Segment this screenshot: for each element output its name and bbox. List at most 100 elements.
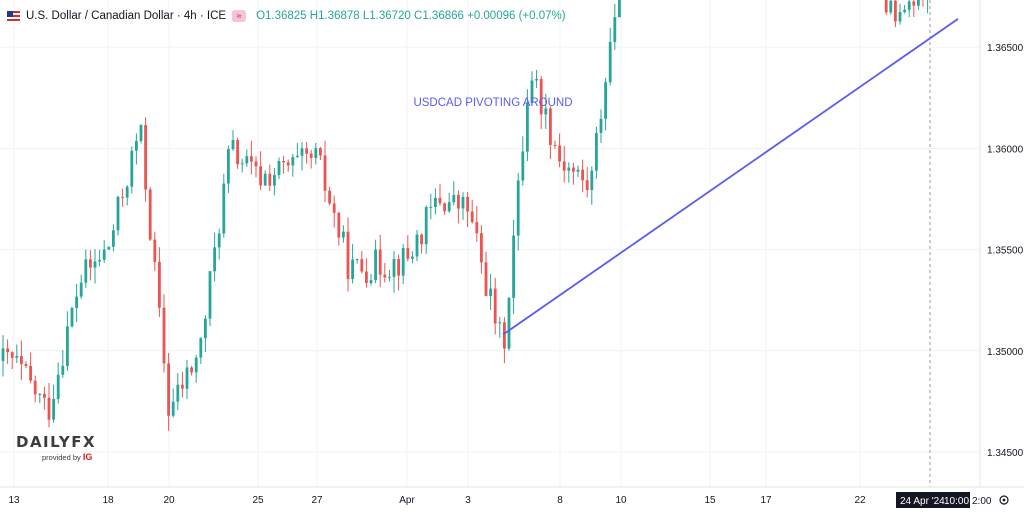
- candle-body: [144, 125, 147, 190]
- candle-body: [227, 149, 230, 184]
- candle: [351, 244, 354, 284]
- candle-body: [484, 262, 488, 297]
- candle-body: [567, 167, 571, 171]
- candle: [98, 249, 101, 267]
- candle: [130, 146, 134, 194]
- candle-body: [148, 189, 152, 240]
- y-tick-label: 1.35500: [987, 246, 1024, 257]
- candle-body: [61, 365, 65, 375]
- candle: [323, 140, 327, 203]
- candle: [107, 246, 111, 251]
- candle-body: [618, 0, 621, 18]
- time-axis: 13 18 20 25 27 Apr 3 8 10 15 17 22 24 Apr '24 10:00 2:…: [0, 486, 1024, 508]
- candle: [181, 371, 184, 398]
- candle: [576, 165, 580, 178]
- candle-body: [47, 397, 51, 420]
- candle: [286, 159, 290, 172]
- candle-body: [29, 366, 32, 381]
- candle: [116, 195, 120, 236]
- candle-body: [360, 259, 364, 272]
- candle: [148, 187, 152, 242]
- candle-body: [378, 249, 382, 275]
- candle-body: [337, 212, 341, 238]
- candle-body: [917, 0, 920, 6]
- trendline-rising-support[interactable]: [502, 18, 959, 336]
- gear-icon[interactable]: [999, 495, 1009, 505]
- candle: [922, 0, 924, 7]
- candle-body: [549, 108, 552, 145]
- candle: [346, 217, 350, 292]
- symbol-title[interactable]: U.S. Dollar / Canadian Dollar · 4h · ICE: [26, 10, 227, 22]
- candle: [236, 137, 239, 169]
- candle-body: [135, 140, 138, 151]
- candle-body: [107, 246, 111, 250]
- candle-body: [332, 203, 336, 213]
- candle: [452, 181, 456, 206]
- candle: [273, 167, 276, 196]
- candle: [144, 117, 147, 202]
- candle: [240, 158, 244, 173]
- candles: [1, 0, 929, 431]
- candle: [604, 77, 607, 131]
- candle-body: [153, 239, 157, 262]
- candle: [296, 143, 299, 158]
- symbol-legend: U.S. Dollar / Canadian Dollar · 4h · ICE…: [6, 8, 566, 24]
- candle: [185, 360, 189, 399]
- candle: [493, 277, 497, 335]
- candle: [562, 145, 566, 183]
- candle-body: [116, 196, 120, 231]
- candle-body: [489, 288, 492, 297]
- candle-body: [521, 151, 525, 181]
- candle: [328, 186, 331, 206]
- x-tick-label: 3: [465, 495, 471, 506]
- candle-body: [480, 233, 483, 263]
- x-tick-label: 15: [704, 495, 716, 506]
- candle-body: [894, 0, 897, 22]
- candle-body: [89, 259, 92, 268]
- candle: [112, 224, 115, 252]
- candle-body: [84, 259, 88, 283]
- candle-body: [526, 102, 529, 152]
- candle: [20, 340, 23, 381]
- candle-body: [263, 173, 267, 186]
- candle-body: [328, 190, 331, 204]
- candle: [480, 225, 483, 274]
- candle: [208, 270, 212, 327]
- x-tick-label: 25: [252, 495, 264, 506]
- grid: [0, 0, 980, 487]
- x-tick-label: 22: [854, 495, 866, 506]
- candle-body: [240, 163, 244, 165]
- candle: [56, 362, 60, 404]
- candle: [227, 145, 230, 193]
- x-tick-cut-label: 2:00: [972, 496, 992, 507]
- candle-body: [286, 162, 290, 166]
- candle-body: [98, 259, 101, 262]
- candle-body: [388, 276, 391, 278]
- candle: [167, 352, 170, 431]
- y-tick-label: 1.34500: [987, 448, 1024, 459]
- close-value: C1.36866: [414, 10, 464, 22]
- candle: [47, 383, 51, 428]
- candle-body: [222, 183, 226, 234]
- candle-body: [424, 207, 428, 245]
- candle: [309, 149, 313, 169]
- candle: [558, 133, 561, 168]
- candle-body: [493, 288, 497, 324]
- candle-body: [121, 196, 124, 198]
- candle-body: [884, 0, 888, 13]
- candle-body: [604, 82, 607, 119]
- candle-body: [415, 234, 419, 257]
- candle: [401, 244, 405, 284]
- indicator-toggle-icon[interactable]: ≈: [232, 10, 247, 22]
- candle: [199, 337, 203, 364]
- candle-body: [581, 169, 584, 181]
- candle-body: [411, 256, 414, 259]
- candle-body: [254, 161, 258, 167]
- candle: [585, 166, 589, 198]
- candle-body: [903, 9, 906, 13]
- candle: [894, 0, 897, 28]
- candle-body: [162, 307, 166, 364]
- candle-body: [305, 148, 308, 154]
- candle: [369, 274, 373, 286]
